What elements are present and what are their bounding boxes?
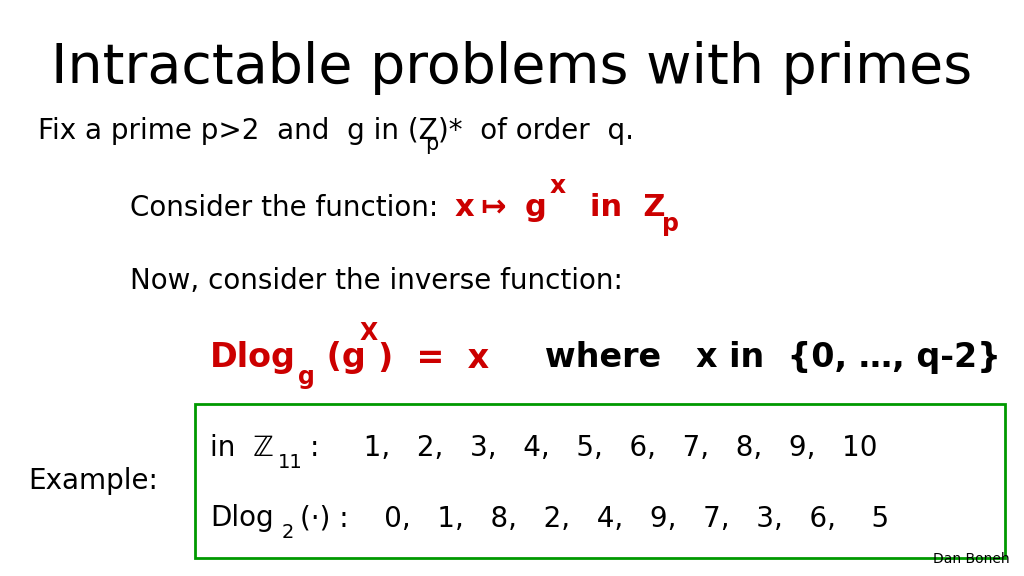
- Text: Dlog: Dlog: [210, 342, 296, 374]
- Text: 2: 2: [282, 524, 294, 543]
- Text: g: g: [525, 194, 547, 222]
- Text: Now, consider the inverse function:: Now, consider the inverse function:: [130, 267, 623, 295]
- Text: Dlog: Dlog: [210, 504, 273, 532]
- Text: (·) :    0,   1,   8,   2,   4,   9,   7,   3,   6,    5: (·) : 0, 1, 8, 2, 4, 9, 7, 3, 6, 5: [300, 504, 889, 532]
- Text: p: p: [425, 134, 438, 154]
- Text: in  ℤ: in ℤ: [210, 434, 273, 462]
- Text: Dan Boneh: Dan Boneh: [933, 552, 1010, 566]
- Text: (g: (g: [315, 342, 366, 374]
- Text: Intractable problems with primes: Intractable problems with primes: [51, 41, 973, 95]
- Text: Consider the function:: Consider the function:: [130, 194, 438, 222]
- Text: Fix a prime p>2  and  g in (Z: Fix a prime p>2 and g in (Z: [38, 117, 437, 145]
- Text: X: X: [360, 321, 378, 345]
- Text: )  =  x: ) = x: [378, 342, 489, 374]
- FancyBboxPatch shape: [195, 404, 1005, 558]
- Text: in  Z: in Z: [590, 194, 666, 222]
- Text: x: x: [455, 194, 475, 222]
- Text: g: g: [298, 365, 314, 389]
- Text: x: x: [550, 174, 566, 198]
- Text: :     1,   2,   3,   4,   5,   6,   7,   8,   9,   10: : 1, 2, 3, 4, 5, 6, 7, 8, 9, 10: [310, 434, 878, 462]
- Text: p: p: [662, 212, 679, 236]
- Text: )*  of order  q.: )* of order q.: [438, 117, 634, 145]
- Text: ↦: ↦: [480, 194, 506, 222]
- Text: Example:: Example:: [28, 467, 158, 495]
- Text: 11: 11: [278, 453, 303, 472]
- Text: where   x in  {0, …, q-2}: where x in {0, …, q-2}: [510, 342, 1000, 374]
